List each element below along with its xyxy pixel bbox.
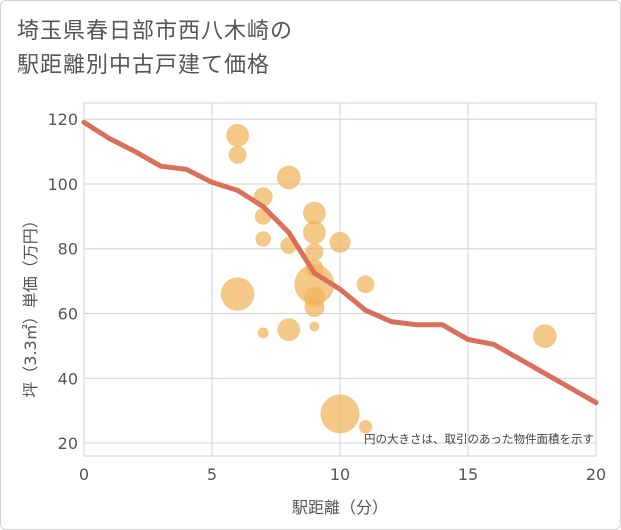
chart-title-line-1: 埼玉県春日部市西八木崎の — [17, 19, 294, 44]
data-bubble — [302, 201, 326, 225]
data-bubble — [320, 394, 360, 434]
size-legend-note: 円の大きさは、取引のあった物件面積を示す — [364, 432, 594, 446]
data-bubble — [220, 277, 255, 311]
trend-line — [81, 119, 599, 406]
y-tick-label: 100 — [47, 175, 78, 194]
y-tick-label: 120 — [47, 110, 78, 129]
data-bubble — [532, 324, 557, 349]
y-tick-label: 40 — [58, 369, 78, 388]
data-bubble — [257, 327, 269, 339]
x-tick-label: 20 — [586, 465, 606, 484]
data-bubble — [304, 297, 325, 318]
data-bubble — [309, 321, 320, 332]
y-tick-labels: 20 40 60 80 100 120 — [47, 110, 78, 453]
data-bubble — [277, 318, 301, 342]
chart-title-line-2: 駅距離別中古戸建て価格 — [17, 53, 271, 78]
data-bubble — [329, 231, 351, 253]
x-tick-label: 15 — [458, 465, 478, 484]
data-bubble — [305, 243, 324, 261]
x-tick-labels: 0 5 10 15 20 — [79, 465, 606, 484]
y-axis-label: 坪（3.3㎡）単価（万円） — [21, 212, 40, 397]
x-tick-label: 5 — [207, 465, 217, 484]
x-axis-label: 駅距離（分） — [292, 498, 388, 517]
data-bubble — [276, 165, 301, 190]
chart-title: 埼玉県春日部市西八木崎の 駅距離別中古戸建て価格 — [17, 15, 293, 83]
bubble-layer — [220, 123, 557, 434]
data-bubble — [356, 275, 375, 294]
data-bubble — [228, 145, 247, 164]
x-tick-label: 0 — [79, 465, 89, 484]
y-tick-label: 20 — [58, 434, 78, 453]
y-tick-label: 60 — [58, 305, 78, 324]
data-bubble — [226, 123, 250, 147]
y-tick-label: 80 — [58, 240, 78, 259]
data-bubble — [302, 221, 326, 244]
data-bubble — [358, 420, 373, 434]
data-bubble — [255, 231, 271, 247]
x-tick-label: 10 — [330, 465, 350, 484]
